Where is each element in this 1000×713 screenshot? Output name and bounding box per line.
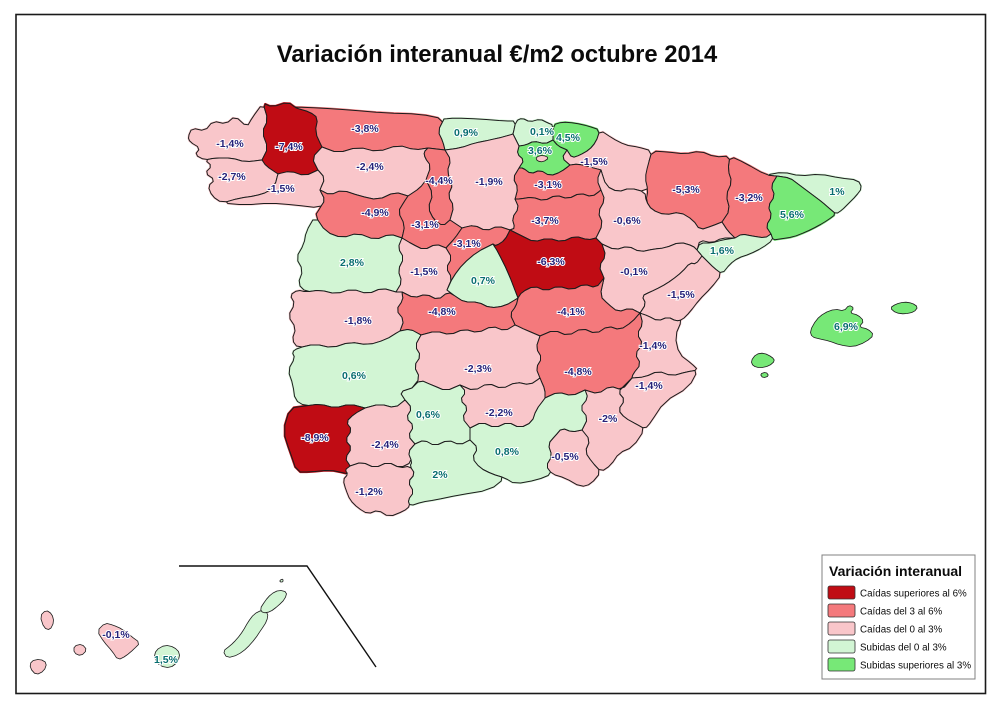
svg-text:-1,4%: -1,4% [635,380,663,392]
svg-text:-1,8%: -1,8% [344,315,372,327]
svg-text:-2,7%: -2,7% [218,171,246,183]
svg-text:-2,3%: -2,3% [464,363,492,375]
svg-text:0,9%: 0,9% [454,127,479,139]
svg-text:0,7%: 0,7% [471,275,496,287]
svg-text:Subidas superiores al 3%: Subidas superiores al 3% [860,661,971,672]
svg-text:5,6%: 5,6% [780,209,805,221]
svg-text:Caídas superiores al 6%: Caídas superiores al 6% [860,589,967,600]
svg-text:-0,1%: -0,1% [102,629,130,641]
svg-text:-5,3%: -5,3% [672,184,700,196]
svg-text:-2%: -2% [599,413,618,425]
svg-text:-0,6%: -0,6% [613,215,641,227]
svg-text:4,5%: 4,5% [556,132,581,144]
svg-text:-3,8%: -3,8% [351,123,379,135]
svg-text:-1,2%: -1,2% [355,486,383,498]
svg-text:-0,1%: -0,1% [620,266,648,278]
svg-text:-2,4%: -2,4% [371,439,399,451]
svg-text:Caídas del 0 al 3%: Caídas del 0 al 3% [860,625,943,636]
svg-text:-1,4%: -1,4% [639,340,667,352]
svg-text:-1,5%: -1,5% [667,289,695,301]
svg-text:-2,2%: -2,2% [485,407,513,419]
svg-text:-4,8%: -4,8% [428,306,456,318]
svg-text:-1,5%: -1,5% [267,183,295,195]
svg-text:Caídas del 3 al 6%: Caídas del 3 al 6% [860,607,943,618]
svg-text:-3,2%: -3,2% [735,192,763,204]
svg-text:-6,3%: -6,3% [537,256,565,268]
svg-text:-3,7%: -3,7% [531,215,559,227]
svg-text:-3,1%: -3,1% [453,238,481,250]
svg-text:-1,4%: -1,4% [216,138,244,150]
svg-text:0,8%: 0,8% [495,446,520,458]
svg-text:1,5%: 1,5% [154,654,179,666]
svg-text:-7,4%: -7,4% [275,141,303,153]
svg-text:Variación interanual €/m2 octu: Variación interanual €/m2 octubre 2014 [277,41,718,68]
svg-text:6,9%: 6,9% [834,321,859,333]
svg-text:-4,8%: -4,8% [564,366,592,378]
svg-text:-8,9%: -8,9% [301,432,329,444]
svg-text:1,6%: 1,6% [710,245,735,257]
svg-text:-4,4%: -4,4% [425,175,453,187]
svg-text:-0,5%: -0,5% [551,451,579,463]
svg-text:3,6%: 3,6% [528,145,553,157]
svg-text:-4,9%: -4,9% [361,207,389,219]
svg-text:0,6%: 0,6% [342,370,367,382]
svg-text:1%: 1% [829,186,845,198]
svg-text:-3,1%: -3,1% [411,219,439,231]
svg-text:Subidas del 0 al 3%: Subidas del 0 al 3% [860,643,947,654]
svg-text:0,1%: 0,1% [530,126,555,138]
svg-text:-1,5%: -1,5% [580,156,608,168]
svg-text:-2,4%: -2,4% [356,161,384,173]
svg-text:Variación interanual: Variación interanual [829,563,962,579]
svg-text:2,8%: 2,8% [340,257,365,269]
svg-text:2%: 2% [432,469,448,481]
svg-text:-1,9%: -1,9% [475,176,503,188]
svg-text:-4,1%: -4,1% [557,306,585,318]
svg-text:-1,5%: -1,5% [410,266,438,278]
svg-text:0,6%: 0,6% [416,409,441,421]
svg-text:-3,1%: -3,1% [534,179,562,191]
